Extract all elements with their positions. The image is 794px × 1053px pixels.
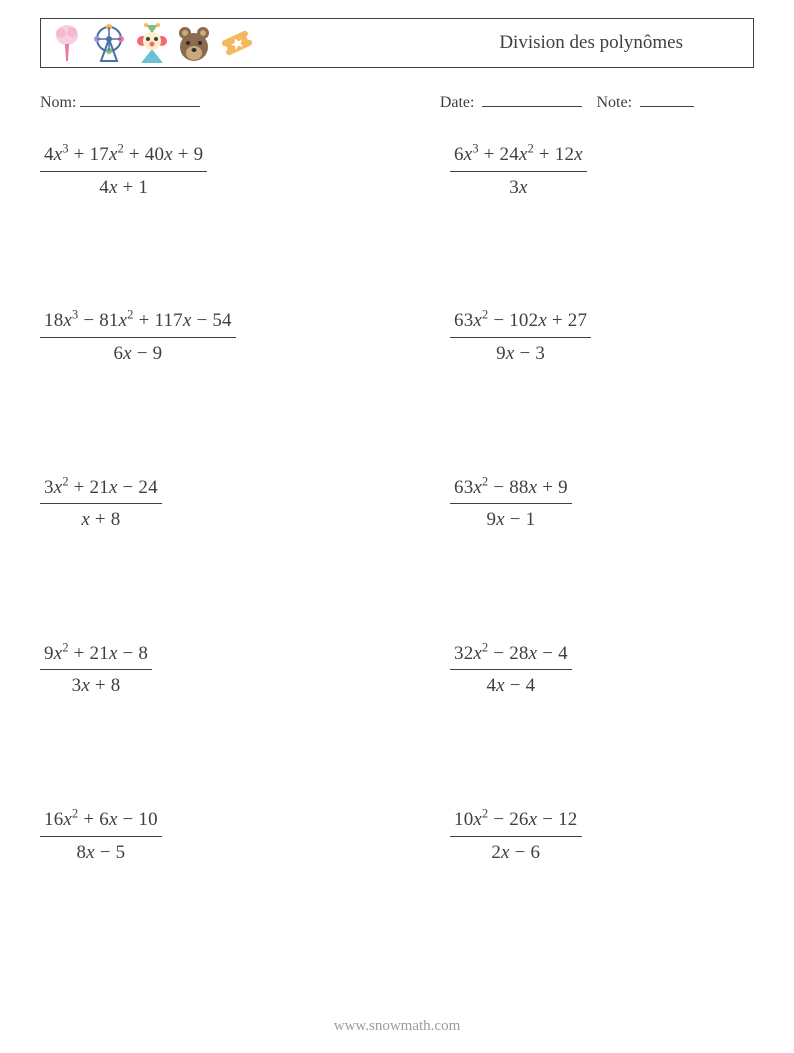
polynomial-fraction: 16x2 + 6x − 10 8x − 5 bbox=[40, 807, 162, 865]
numerator: 3x2 + 21x − 24 bbox=[40, 475, 162, 501]
cotton-candy-icon bbox=[51, 23, 83, 63]
problem-cell: 9x2 + 21x − 8 3x + 8 bbox=[40, 641, 450, 699]
date-blank[interactable] bbox=[482, 90, 582, 107]
fraction-bar bbox=[40, 836, 162, 837]
ticket-icon bbox=[219, 23, 255, 63]
fraction-bar bbox=[40, 171, 207, 172]
bear-icon bbox=[177, 23, 211, 63]
date-label: Date: bbox=[440, 94, 475, 111]
fraction-bar bbox=[450, 669, 572, 670]
denominator: 3x + 8 bbox=[68, 673, 125, 699]
problem-row: 3x2 + 21x − 24 x + 8 63x2 − 88x + 9 9x − 1 bbox=[40, 475, 754, 533]
numerator: 9x2 + 21x − 8 bbox=[40, 641, 152, 667]
note-blank[interactable] bbox=[640, 90, 694, 107]
numerator: 63x2 − 88x + 9 bbox=[450, 475, 572, 501]
problems-grid: 4x3 + 17x2 + 40x + 9 4x + 1 6x3 + 24x2 + 1… bbox=[40, 142, 754, 865]
denominator: 6x − 9 bbox=[109, 341, 166, 367]
date-field: Date: bbox=[440, 90, 583, 112]
problem-cell: 3x2 + 21x − 24 x + 8 bbox=[40, 475, 450, 533]
denominator: 9x − 3 bbox=[492, 341, 549, 367]
problem-cell: 18x3 − 81x2 + 117x − 54 6x − 9 bbox=[40, 308, 450, 366]
name-field: Nom: bbox=[40, 90, 440, 112]
ferris-wheel-icon bbox=[91, 23, 127, 63]
clown-icon bbox=[135, 23, 169, 63]
problem-row: 4x3 + 17x2 + 40x + 9 4x + 1 6x3 + 24x2 + 1… bbox=[40, 142, 754, 200]
fraction-bar bbox=[450, 836, 582, 837]
denominator: 2x − 6 bbox=[487, 840, 544, 866]
note-field: Note: bbox=[596, 90, 694, 112]
polynomial-fraction: 18x3 − 81x2 + 117x − 54 6x − 9 bbox=[40, 308, 236, 366]
denominator: 4x − 4 bbox=[482, 673, 539, 699]
problem-cell: 32x2 − 28x − 4 4x − 4 bbox=[450, 641, 794, 699]
denominator: x + 8 bbox=[77, 507, 124, 533]
numerator: 18x3 − 81x2 + 117x − 54 bbox=[40, 308, 236, 334]
meta-row: Nom: Date: Note: bbox=[40, 90, 754, 112]
numerator: 6x3 + 24x2 + 12x bbox=[450, 142, 587, 168]
problem-row: 16x2 + 6x − 10 8x − 5 10x2 − 26x − 12 2x − … bbox=[40, 807, 754, 865]
numerator: 10x2 − 26x − 12 bbox=[450, 807, 582, 833]
problem-cell: 4x3 + 17x2 + 40x + 9 4x + 1 bbox=[40, 142, 450, 200]
fraction-bar bbox=[450, 503, 572, 504]
worksheet-page: Division des polynômes Nom: Date: Note: … bbox=[0, 0, 794, 1053]
fraction-bar bbox=[40, 337, 236, 338]
numerator: 63x2 − 102x + 27 bbox=[450, 308, 591, 334]
numerator: 4x3 + 17x2 + 40x + 9 bbox=[40, 142, 207, 168]
problem-cell: 10x2 − 26x − 12 2x − 6 bbox=[450, 807, 794, 865]
header: Division des polynômes bbox=[40, 18, 754, 68]
problem-cell: 6x3 + 24x2 + 12x 3x bbox=[450, 142, 794, 200]
polynomial-fraction: 63x2 − 102x + 27 9x − 3 bbox=[450, 308, 591, 366]
polynomial-fraction: 6x3 + 24x2 + 12x 3x bbox=[450, 142, 587, 200]
polynomial-fraction: 9x2 + 21x − 8 3x + 8 bbox=[40, 641, 152, 699]
denominator: 8x − 5 bbox=[72, 840, 129, 866]
polynomial-fraction: 3x2 + 21x − 24 x + 8 bbox=[40, 475, 162, 533]
polynomial-fraction: 10x2 − 26x − 12 2x − 6 bbox=[450, 807, 582, 865]
fraction-bar bbox=[450, 171, 587, 172]
problem-row: 9x2 + 21x − 8 3x + 8 32x2 − 28x − 4 4x − 4 bbox=[40, 641, 754, 699]
numerator: 16x2 + 6x − 10 bbox=[40, 807, 162, 833]
numerator: 32x2 − 28x − 4 bbox=[450, 641, 572, 667]
name-blank[interactable] bbox=[80, 90, 200, 107]
fraction-bar bbox=[40, 503, 162, 504]
note-label: Note: bbox=[596, 94, 632, 111]
problem-cell: 63x2 − 102x + 27 9x − 3 bbox=[450, 308, 794, 366]
problem-cell: 63x2 − 88x + 9 9x − 1 bbox=[450, 475, 794, 533]
problem-cell: 16x2 + 6x − 10 8x − 5 bbox=[40, 807, 450, 865]
fraction-bar bbox=[450, 337, 591, 338]
header-icons bbox=[51, 23, 255, 63]
name-label: Nom: bbox=[40, 94, 76, 112]
footer-url: www.snowmath.com bbox=[0, 1018, 794, 1035]
denominator: 9x − 1 bbox=[482, 507, 539, 533]
polynomial-fraction: 32x2 − 28x − 4 4x − 4 bbox=[450, 641, 572, 699]
fraction-bar bbox=[40, 669, 152, 670]
denominator: 3x bbox=[505, 175, 531, 201]
polynomial-fraction: 4x3 + 17x2 + 40x + 9 4x + 1 bbox=[40, 142, 207, 200]
denominator: 4x + 1 bbox=[95, 175, 152, 201]
problem-row: 18x3 − 81x2 + 117x − 54 6x − 9 63x2 − 102x… bbox=[40, 308, 754, 366]
polynomial-fraction: 63x2 − 88x + 9 9x − 1 bbox=[450, 475, 572, 533]
worksheet-title: Division des polynômes bbox=[499, 32, 743, 54]
